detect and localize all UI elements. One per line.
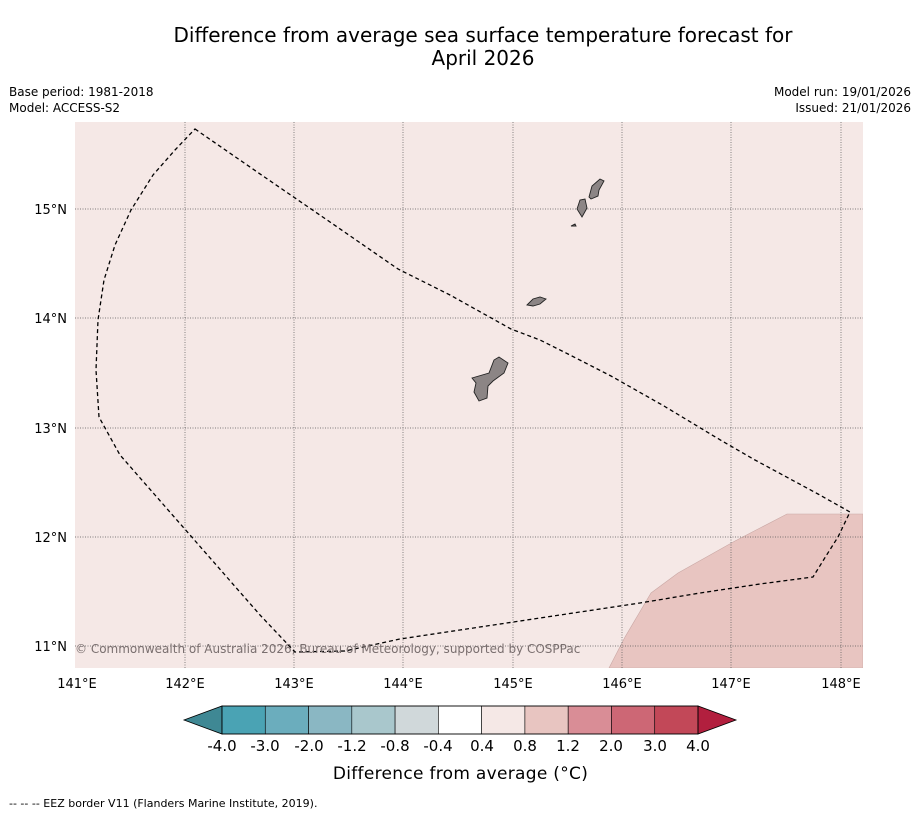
colorbar-segment (351, 705, 396, 735)
colorbar-tick-label: 1.2 (556, 737, 580, 755)
colorbar-tick-label: 3.0 (643, 737, 667, 755)
colorbar-over-arrow (697, 705, 738, 735)
model-run: Model run: 19/01/2026 (773, 85, 911, 99)
islands (471, 178, 605, 402)
lon-tick-label: 142°E (165, 677, 205, 692)
colorbar-outline (221, 705, 699, 735)
colorbar-segment (481, 705, 526, 735)
rota-island (526, 296, 547, 307)
latitude-labels: 15°N 14°N 13°N 12°N 11°N (34, 203, 67, 655)
lon-tick-label: 144°E (383, 677, 423, 692)
lon-tick-label: 147°E (711, 677, 751, 692)
colorbar-tick-label: -4.0 (207, 737, 236, 755)
base-period: Base period: 1981-2018 (9, 85, 154, 99)
colorbar-title: Difference from average (°C) (332, 764, 589, 784)
colorbar-segment (394, 705, 439, 735)
colorbar: -4.0 -3.0 -2.0 -1.2 -0.8 -0.4 0.4 0.8 1.… (182, 705, 738, 755)
lat-tick-label: 14°N (34, 312, 67, 327)
colorbar-tick-label: 4.0 (686, 737, 710, 755)
saipan-island (588, 178, 605, 200)
lat-tick-label: 15°N (34, 203, 67, 218)
lat-tick-label: 11°N (34, 640, 67, 655)
colorbar-tick-label: 2.0 (599, 737, 623, 755)
eez-footnote: -- -- -- EEZ border V11 (Flanders Marine… (9, 797, 318, 810)
graticule (75, 122, 863, 668)
issued-date: Issued: 21/01/2026 (795, 101, 911, 115)
colorbar-segment (654, 705, 699, 735)
colorbar-segments (221, 705, 699, 735)
map-panel: © Commonwealth of Australia 2026, Bureau… (75, 122, 863, 668)
colorbar-tick-label: 0.4 (470, 737, 494, 755)
colorbar-tick-label: 0.8 (513, 737, 537, 755)
colorbar-segment (438, 705, 482, 735)
lat-tick-label: 12°N (34, 531, 67, 546)
colorbar-tick-label: -2.0 (294, 737, 323, 755)
lon-tick-label: 141°E (57, 677, 97, 692)
colorbar-segment (524, 705, 569, 735)
colorbar-tick-label: -1.2 (337, 737, 366, 755)
guam-island (471, 356, 509, 402)
lon-tick-label: 143°E (274, 677, 314, 692)
model-name: Model: ACCESS-S2 (9, 101, 121, 115)
aguijan-island (570, 223, 577, 227)
colorbar-under-arrow (182, 705, 223, 735)
lat-tick-label: 13°N (34, 422, 67, 437)
colorbar-tick-label: -3.0 (250, 737, 279, 755)
copyright-notice: © Commonwealth of Australia 2026, Bureau… (75, 642, 580, 656)
lon-tick-label: 148°E (821, 677, 861, 692)
colorbar-segment (567, 705, 612, 735)
colorbar-segment (611, 705, 656, 735)
warm-anomaly-region (608, 513, 863, 668)
lon-tick-label: 145°E (493, 677, 533, 692)
colorbar-segment (308, 705, 353, 735)
lon-tick-label: 146°E (602, 677, 642, 692)
eez-border (95, 128, 851, 653)
colorbar-tick-label: -0.8 (380, 737, 409, 755)
colorbar-segment (264, 705, 309, 735)
longitude-labels: 141°E 142°E 143°E 144°E 145°E 146°E 147°… (57, 677, 861, 692)
colorbar-tick-label: -0.4 (423, 737, 452, 755)
title-line-1: Difference from average sea surface temp… (173, 23, 793, 47)
title-line-2: April 2026 (431, 46, 535, 70)
tinian-island (576, 198, 588, 218)
colorbar-segment (221, 705, 266, 735)
